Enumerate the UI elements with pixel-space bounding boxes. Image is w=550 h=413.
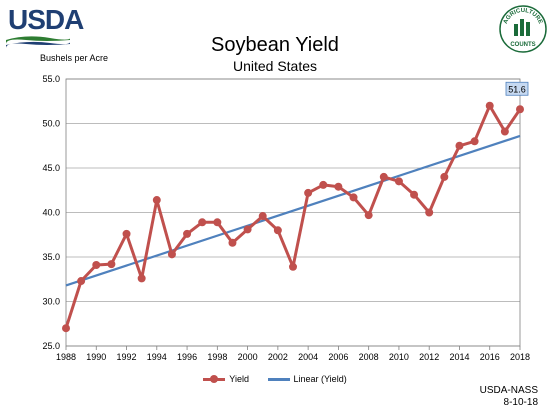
usda-logo-hills-icon xyxy=(6,36,70,48)
x-tick-label-7: 2002 xyxy=(268,352,288,362)
usda-logo: USDA xyxy=(6,4,84,50)
x-tick-label-0: 1988 xyxy=(56,352,76,362)
yield-point-2000 xyxy=(243,225,252,234)
yield-point-2018 xyxy=(516,105,524,114)
yield-point-2016 xyxy=(485,101,494,110)
yield-point-2008 xyxy=(364,211,373,220)
yield-point-1989 xyxy=(77,277,86,286)
yield-point-2012 xyxy=(425,208,434,217)
yield-point-2011 xyxy=(410,190,419,199)
yield-point-2013 xyxy=(440,172,449,181)
yield-line xyxy=(64,104,522,329)
yield-point-2005 xyxy=(319,180,328,189)
x-tick-label-10: 2008 xyxy=(359,352,379,362)
yield-point-1996 xyxy=(183,229,192,238)
x-tick-label-3: 1994 xyxy=(147,352,167,362)
yield-point-1991 xyxy=(107,260,116,269)
agriculture-counts-seal: AGRICULTURE COUNTS xyxy=(498,4,548,54)
y-tick-label-2: 35.0 xyxy=(42,252,60,262)
x-tick-label-2: 1992 xyxy=(117,352,137,362)
trend-line xyxy=(65,134,521,287)
yield-point-2001 xyxy=(258,212,267,221)
chart-subtitle: United States xyxy=(232,58,318,74)
yield-point-1997 xyxy=(198,218,207,227)
legend-item-yield: Yield xyxy=(203,374,249,384)
yield-point-1993 xyxy=(137,274,146,283)
gridlines xyxy=(66,78,520,347)
axes: 25.0 30.0 35.0 40.0 45.0 50.0 55.0 1988 1990 1992… xyxy=(42,74,530,362)
yield-point-1995 xyxy=(167,250,176,259)
x-tick-label-4: 1996 xyxy=(177,352,197,362)
x-tick-label-1: 1990 xyxy=(86,352,106,362)
yield-point-2010 xyxy=(394,177,403,186)
usda-logo-text: USDA xyxy=(8,4,84,35)
data-label-2018: 51.6 xyxy=(508,84,526,94)
legend-swatch-yield xyxy=(203,374,226,383)
x-tick-label-13: 2014 xyxy=(449,352,469,362)
svg-text:COUNTS: COUNTS xyxy=(510,42,535,48)
x-tick-label-8: 2004 xyxy=(298,352,318,362)
y-tick-label-5: 50.0 xyxy=(42,119,60,129)
y-tick-label-1: 30.0 xyxy=(42,297,60,307)
yield-point-2002 xyxy=(273,226,282,235)
yield-point-2006 xyxy=(334,182,343,191)
legend-label-linear: Linear (Yield) xyxy=(293,373,347,384)
x-tick-label-14: 2016 xyxy=(480,352,500,362)
yield-point-2007 xyxy=(349,193,358,202)
x-tick-label-15: 2018 xyxy=(510,352,530,362)
y-tick-label-0: 25.0 xyxy=(42,341,60,351)
legend-label-yield: Yield xyxy=(229,373,249,384)
y-axis-label: Bushels per Acre xyxy=(40,53,109,63)
source-agency: USDA-NASS xyxy=(479,385,538,396)
y-tick-label-3: 40.0 xyxy=(42,208,60,218)
x-tick-label-11: 2010 xyxy=(389,352,409,362)
source-note: USDA-NASS 8-10-18 xyxy=(480,385,538,409)
yield-point-1999 xyxy=(228,238,237,247)
legend-swatch-linear xyxy=(267,377,290,381)
yield-series xyxy=(62,101,524,333)
yield-point-2015 xyxy=(470,137,479,146)
source-date: 8-10-18 xyxy=(503,397,538,408)
yield-point-2009 xyxy=(379,172,388,181)
plot-frame xyxy=(65,78,521,347)
y-tick-label-4: 45.0 xyxy=(42,163,60,173)
x-tick-label-12: 2012 xyxy=(419,352,439,362)
yield-point-2003 xyxy=(289,262,297,271)
legend: Yield Linear (Yield) xyxy=(0,373,550,384)
yield-point-1992 xyxy=(122,229,131,238)
chart-title: Soybean Yield xyxy=(211,34,339,56)
yield-point-2004 xyxy=(304,188,313,197)
x-tick-label-9: 2006 xyxy=(328,352,348,362)
data-label-box-2018 xyxy=(505,81,529,96)
data-labels: 51.6 xyxy=(505,81,529,96)
trendline xyxy=(65,134,521,287)
yield-point-1998 xyxy=(213,218,222,227)
legend-item-linear: Linear (Yield) xyxy=(267,373,347,384)
yield-point-2014 xyxy=(455,141,464,150)
x-tick-label-6: 2000 xyxy=(238,352,258,362)
yield-point-1994 xyxy=(152,196,161,205)
x-tick-label-5: 1998 xyxy=(207,352,227,362)
y-tick-label-6: 55.0 xyxy=(42,74,60,84)
yield-point-2017 xyxy=(500,127,509,136)
yield-point-1988 xyxy=(62,324,70,333)
yield-point-1990 xyxy=(92,261,101,270)
